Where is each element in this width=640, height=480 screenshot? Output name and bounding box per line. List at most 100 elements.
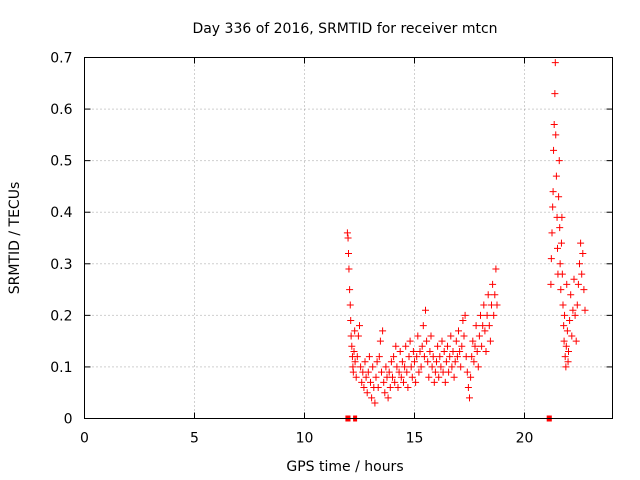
data-point (455, 327, 462, 335)
x-tick-label: 15 (406, 431, 424, 447)
data-point (436, 353, 444, 361)
data-point (353, 353, 361, 361)
y-tick-label: 0.6 (50, 102, 72, 118)
data-point (418, 342, 426, 350)
data-point (457, 363, 465, 371)
data-point (548, 229, 556, 237)
data-point (378, 368, 385, 376)
data-point (354, 332, 362, 340)
y-tick-label: 0 (64, 412, 73, 428)
data-point (385, 368, 393, 376)
data-point (555, 157, 563, 165)
data-point (480, 301, 488, 309)
data-point (572, 337, 580, 345)
y-tick-label: 0.4 (50, 205, 72, 221)
data-point (433, 358, 440, 366)
data-point (403, 368, 411, 376)
data-point (357, 363, 365, 371)
data-point (416, 347, 424, 355)
data-point (477, 311, 484, 319)
data-point (574, 280, 582, 288)
data-point (350, 347, 358, 355)
data-point (570, 275, 578, 283)
data-point (483, 311, 491, 319)
data-point (427, 332, 435, 340)
data-point (567, 291, 575, 299)
data-point (552, 131, 560, 139)
data-point (458, 342, 466, 350)
data-point (445, 368, 453, 376)
data-point (450, 373, 458, 381)
data-point (435, 373, 443, 381)
data-point (475, 332, 483, 340)
data-point (343, 229, 351, 237)
data-point (374, 384, 382, 392)
data-point (562, 363, 570, 371)
data-point (415, 368, 423, 376)
data-point (557, 286, 565, 294)
data-point (406, 337, 414, 345)
data-point (404, 384, 412, 392)
data-point (563, 327, 571, 335)
data-point (493, 301, 501, 309)
data-point (381, 389, 389, 397)
grid-lines (84, 57, 613, 419)
data-point (428, 363, 436, 371)
plot-frame (84, 57, 613, 419)
data-point (467, 373, 475, 381)
data-point (408, 373, 416, 381)
data-point (478, 342, 486, 350)
data-point (367, 378, 374, 386)
data-point (423, 337, 431, 345)
y-axis-label: SRMTID / TECUs (7, 182, 23, 295)
data-point (463, 368, 471, 376)
data-point (430, 378, 438, 386)
data-point (466, 394, 473, 402)
data-point (446, 353, 454, 361)
data-point (571, 311, 579, 319)
data-point (557, 239, 565, 247)
data-point (550, 121, 558, 129)
data-point (348, 342, 356, 350)
data-point (425, 373, 433, 381)
data-point (479, 322, 487, 330)
data-point (550, 146, 558, 154)
data-point (380, 378, 388, 386)
data-point (447, 332, 455, 340)
data-point (382, 363, 390, 371)
data-point (566, 317, 574, 325)
data-point (568, 332, 576, 340)
data-point (474, 363, 482, 371)
data-point (438, 337, 446, 345)
y-tick-label: 0.2 (50, 308, 72, 324)
data-point (441, 378, 449, 386)
data-point (376, 337, 384, 345)
data-point (384, 394, 392, 402)
x-tick-label: 10 (296, 431, 314, 447)
data-point (375, 353, 383, 361)
data-point (470, 358, 478, 366)
data-point (461, 311, 469, 319)
data-point (563, 280, 571, 288)
data-point (578, 270, 586, 278)
data-point (459, 317, 467, 325)
data-point (451, 358, 459, 366)
data-point (420, 353, 428, 361)
data-point (437, 363, 445, 371)
data-point (349, 368, 357, 376)
data-point (489, 280, 497, 288)
data-point (373, 358, 381, 366)
data-point (360, 384, 368, 392)
data-point (363, 389, 371, 397)
data-point (564, 358, 572, 366)
data-point (351, 358, 359, 366)
data-point (365, 353, 373, 361)
x-tick-label: 0 (80, 431, 89, 447)
data-point (345, 265, 353, 273)
data-point (379, 327, 387, 335)
data-point (411, 358, 418, 366)
data-point (561, 353, 569, 361)
data-point (362, 373, 370, 381)
data-point (344, 234, 352, 242)
